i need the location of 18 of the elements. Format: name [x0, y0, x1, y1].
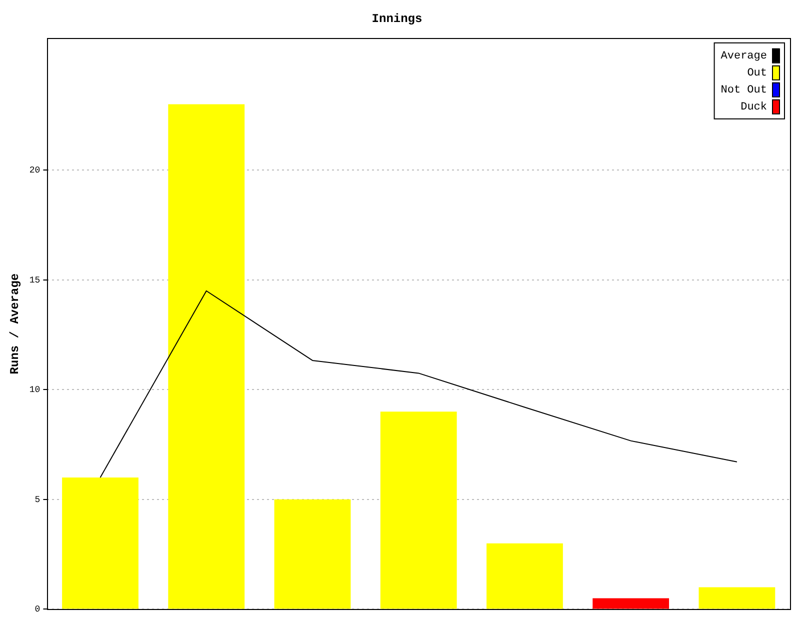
legend-label: Average [720, 50, 767, 62]
y-tick-label: 5 [34, 494, 40, 505]
bar [274, 499, 351, 609]
legend-label: Not Out [720, 84, 767, 96]
chart-title: Innings [372, 12, 422, 26]
bar [380, 412, 457, 609]
bar [168, 104, 245, 609]
bar [592, 598, 670, 609]
y-axis-title: Runs / Average [8, 273, 22, 374]
y-tick-label: 10 [29, 385, 40, 396]
y-tick-label: 0 [34, 604, 40, 615]
y-tick-label: 20 [29, 166, 40, 176]
legend-label: Duck [740, 101, 768, 114]
y-tick-label: 15 [29, 275, 40, 286]
legend-label: Out [747, 67, 767, 80]
bar [698, 587, 776, 609]
bar [486, 543, 563, 609]
bar [62, 477, 138, 609]
